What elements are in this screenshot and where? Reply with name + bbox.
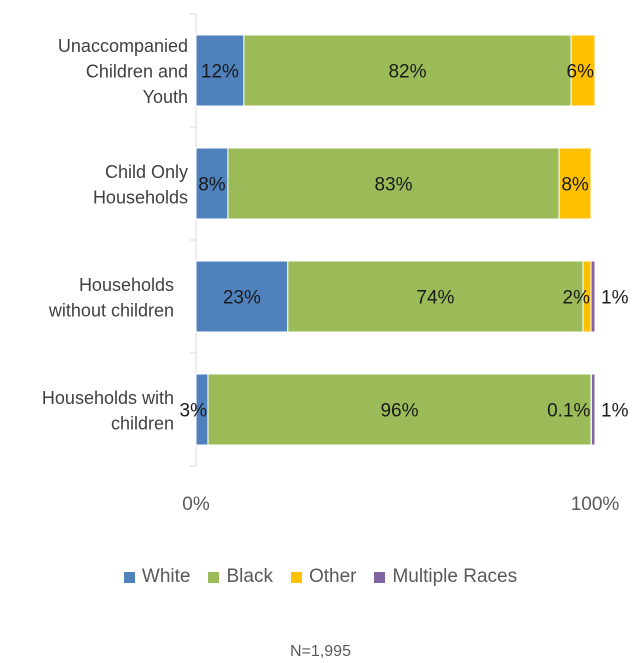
legend-label: Other — [309, 566, 357, 588]
data-label: 1% — [601, 401, 629, 422]
legend-item: Other — [291, 566, 357, 588]
data-label: 2% — [563, 288, 591, 309]
x-tick-label: 100% — [571, 494, 620, 515]
category-label: Households with — [42, 388, 174, 408]
category-label: Youth — [143, 87, 188, 107]
category-label: Households — [79, 275, 174, 295]
legend-swatch — [374, 572, 385, 583]
category-label: Child Only — [105, 162, 188, 182]
category-label: without children — [48, 300, 174, 320]
category-label: Households — [93, 187, 188, 207]
legend-label: White — [142, 566, 191, 588]
data-label: 96% — [380, 401, 418, 422]
data-label: 23% — [223, 288, 261, 309]
legend-item: Black — [208, 566, 272, 588]
legend-label: Black — [226, 566, 272, 588]
data-label: 3% — [180, 401, 208, 422]
chart-legend: White Black Other Multiple Races — [0, 566, 641, 588]
data-label: 8% — [198, 175, 226, 196]
data-label: 8% — [561, 175, 589, 196]
data-label: 74% — [416, 288, 454, 309]
data-label: 12% — [201, 62, 239, 83]
legend-label: Multiple Races — [392, 566, 517, 588]
legend-swatch — [124, 572, 135, 583]
category-label: children — [111, 413, 174, 433]
x-tick-label: 0% — [182, 494, 210, 515]
data-label: 6% — [567, 62, 595, 83]
category-label: Children and — [86, 62, 188, 82]
sample-size-note: N=1,995 — [0, 643, 641, 661]
legend-swatch — [208, 572, 219, 583]
bar-segment — [591, 261, 595, 332]
category-label: Unaccompanied — [58, 36, 188, 56]
data-label: 0.1% — [547, 401, 590, 422]
data-label: 83% — [374, 175, 412, 196]
data-label: 1% — [601, 288, 629, 309]
legend-item: White — [124, 566, 191, 588]
chart-plot: Unaccompanied Children and Youth Child Only… — [0, 0, 641, 540]
legend-item: Multiple Races — [374, 566, 517, 588]
legend-swatch — [291, 572, 302, 583]
data-label: 82% — [388, 62, 426, 83]
bar-segment — [591, 374, 595, 445]
